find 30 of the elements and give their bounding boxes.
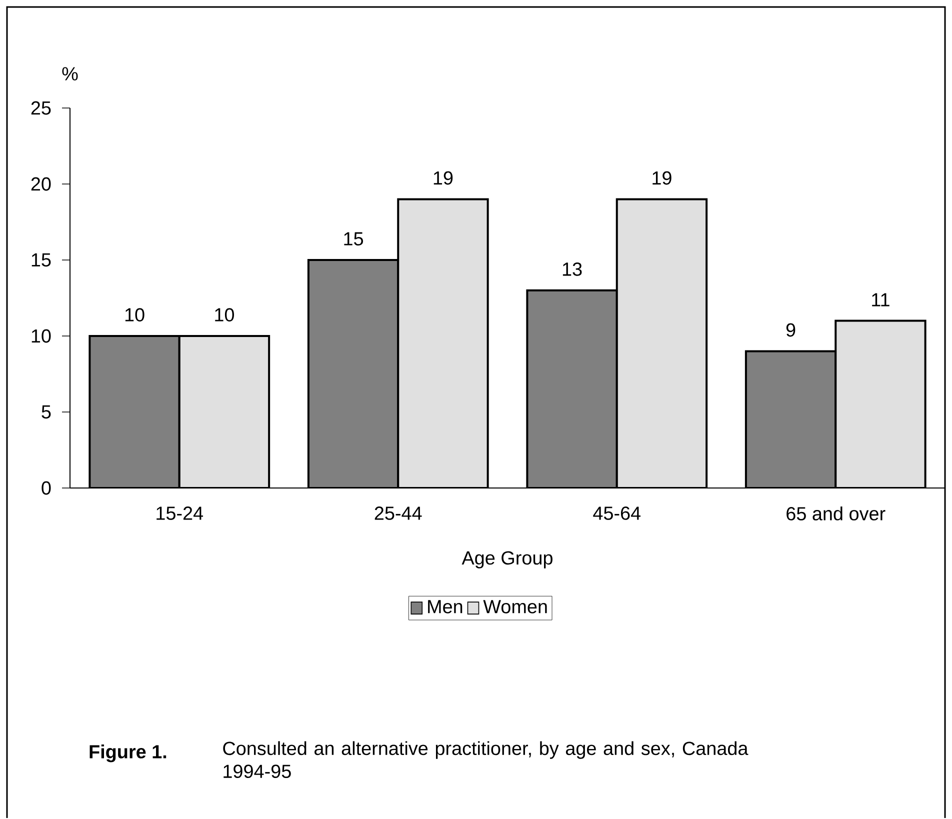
bar	[88, 335, 180, 488]
data-label: 19	[434, 171, 453, 185]
y-tick-label: 15	[32, 254, 51, 267]
x-tick-label: 15-24	[156, 506, 204, 520]
data-label: 13	[562, 262, 582, 276]
y-tick-label: 20	[31, 177, 51, 191]
bar	[834, 320, 926, 488]
data-label: 19	[652, 171, 672, 185]
data-label: 15	[344, 232, 364, 246]
bar	[744, 350, 837, 488]
legend-label: Men	[428, 600, 462, 614]
bar	[526, 290, 618, 488]
x-tick-label: 25-44	[374, 506, 422, 520]
text: Consulted an alternative practitioner, by age and sex, Canada 1994-95	[223, 741, 748, 778]
data-label: 9	[786, 323, 796, 337]
x-tick-label: 65 and over	[786, 506, 886, 521]
y-tick-label: 5	[42, 406, 51, 419]
y-tick-label: 0	[42, 481, 51, 495]
y-tick-label: 10	[32, 329, 51, 343]
bar	[307, 259, 400, 488]
y-tick-label: 25	[31, 101, 51, 115]
x-axis-title: Age Group	[462, 551, 552, 568]
data-label: 10	[125, 308, 144, 322]
legend-label: Women	[483, 600, 547, 614]
y-axis-title: %	[62, 67, 78, 81]
data-label: 11	[872, 293, 890, 306]
data-label: 10	[215, 308, 234, 322]
text: Figure 1.	[90, 744, 166, 762]
x-tick-label: 45-64	[593, 506, 641, 520]
bar	[397, 198, 489, 488]
